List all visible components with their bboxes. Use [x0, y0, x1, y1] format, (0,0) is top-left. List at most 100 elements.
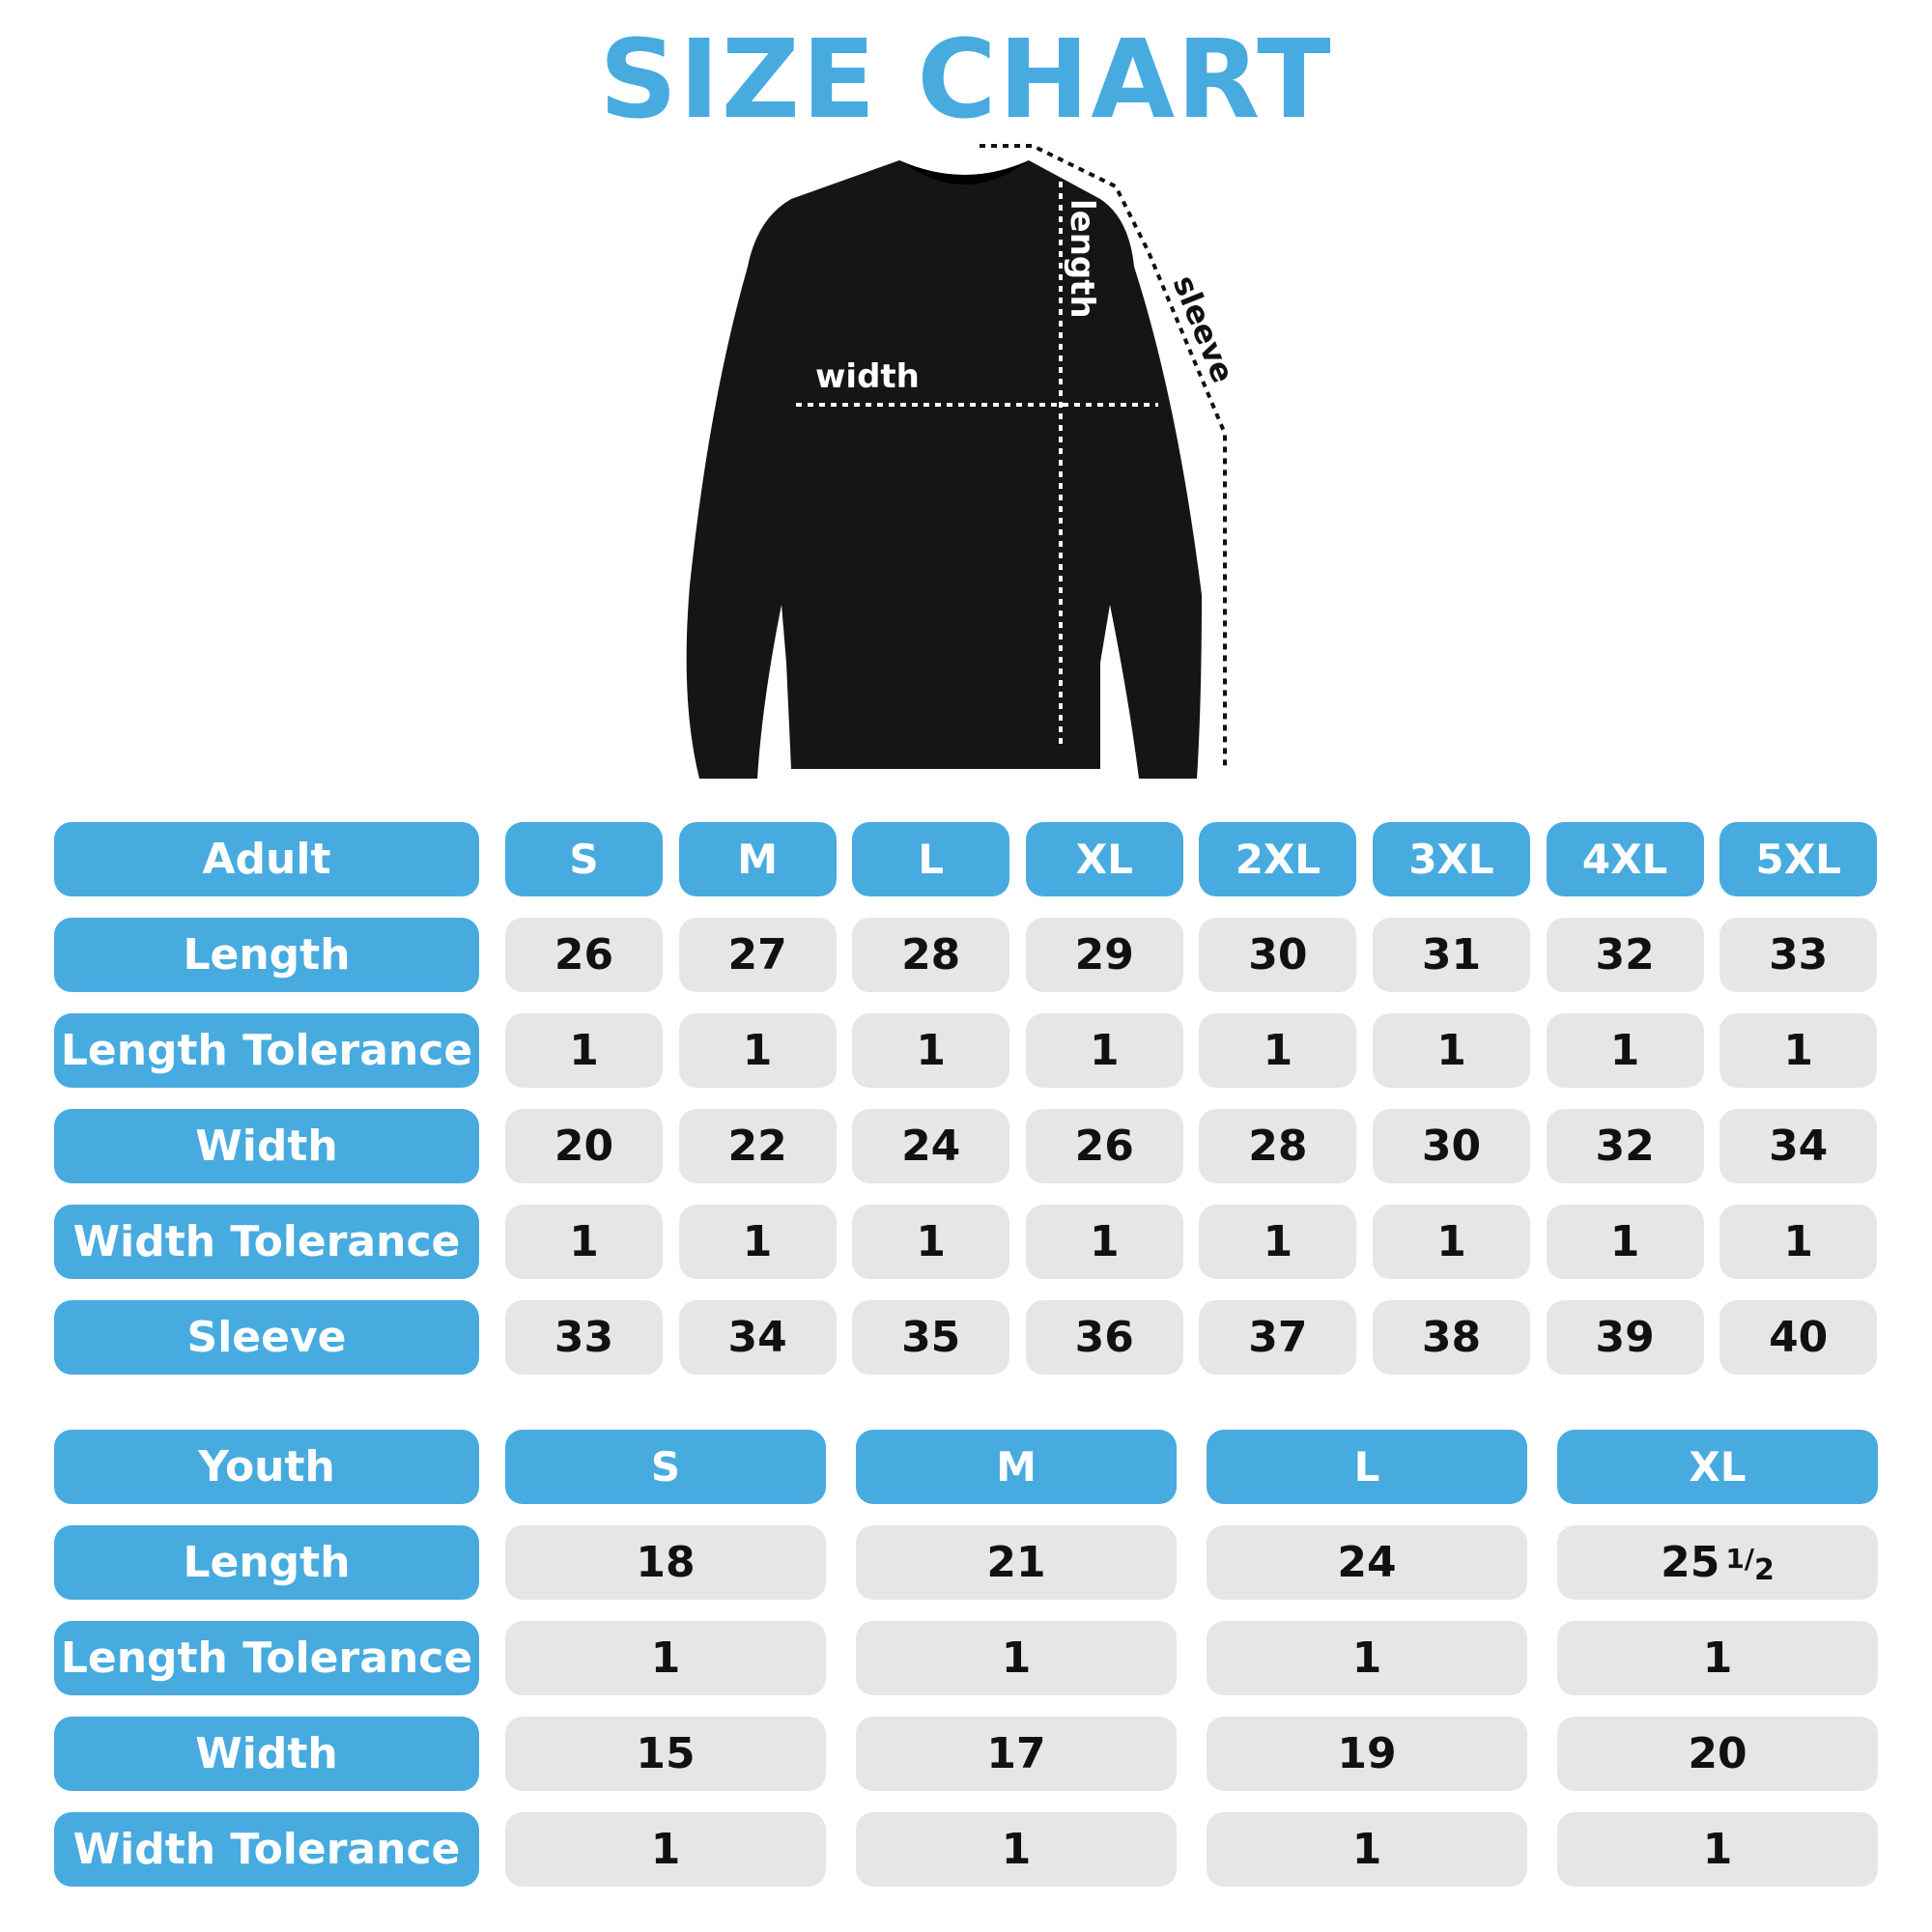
- adult-size-m: M: [678, 822, 837, 896]
- youth-row-label: Length Tolerance: [54, 1621, 479, 1695]
- adult-row-label-text: Length: [183, 930, 351, 980]
- youth-cell: 1: [1557, 1812, 1878, 1887]
- adult-size-m-text: M: [737, 836, 778, 883]
- adult-cell: 28: [852, 918, 1010, 992]
- adult-cell: 32: [1546, 918, 1704, 992]
- adult-cell: 35: [852, 1300, 1010, 1375]
- adult-cell-text: 20: [554, 1122, 614, 1171]
- adult-row-label: Width: [54, 1109, 479, 1183]
- adult-cell: 24: [852, 1109, 1010, 1183]
- youth-size-s: S: [505, 1430, 826, 1504]
- youth-cell: 21: [856, 1525, 1177, 1600]
- adult-cell: 1: [1546, 1013, 1704, 1088]
- adult-cell-text: 30: [1421, 1122, 1482, 1171]
- adult-cell-text: 22: [727, 1122, 787, 1171]
- adult-row-label: Width Tolerance: [54, 1205, 479, 1279]
- adult-cell: 1: [1025, 1013, 1183, 1088]
- youth-cell: 1: [505, 1812, 826, 1887]
- adult-cell-text: 34: [1769, 1122, 1829, 1171]
- adult-cell-text: 1: [569, 1026, 599, 1075]
- youth-cell-text: 1: [1702, 1634, 1733, 1683]
- adult-row-label-text: Width Tolerance: [72, 1217, 461, 1266]
- adult-cell: 29: [1025, 918, 1183, 992]
- youth-cell-text: 21: [986, 1538, 1046, 1587]
- adult-cell: 26: [1025, 1109, 1183, 1183]
- adult-cell-text: 24: [901, 1122, 961, 1171]
- youth-header-label: Youth: [54, 1430, 479, 1504]
- adult-cell: 36: [1025, 1300, 1183, 1375]
- adult-cell-text: 26: [1074, 1122, 1134, 1171]
- youth-cell-text: 1: [1001, 1825, 1032, 1874]
- youth-cell-text: 18: [636, 1538, 696, 1587]
- adult-cell: 40: [1719, 1300, 1878, 1375]
- youth-cell-text: 1: [1001, 1634, 1032, 1683]
- adult-cell-text: 26: [554, 930, 614, 980]
- adult-cell-text: 31: [1421, 930, 1482, 980]
- youth-cell-text: 15: [636, 1729, 696, 1778]
- adult-cell-text: 1: [742, 1026, 773, 1075]
- adult-row-label-text: Width: [195, 1122, 338, 1171]
- fraction-slash: /: [1744, 1543, 1755, 1575]
- adult-size-5xl: 5XL: [1719, 822, 1878, 896]
- adult-cell: 27: [678, 918, 837, 992]
- adult-header-label-text: Adult: [202, 835, 331, 884]
- sleeve-label: sleeve: [1166, 270, 1242, 388]
- adult-cell: 38: [1373, 1300, 1530, 1375]
- adult-cell: 34: [1719, 1109, 1878, 1183]
- adult-cell: 30: [1199, 918, 1357, 992]
- fraction-num: 1: [1725, 1543, 1745, 1575]
- adult-size-2xl-text: 2XL: [1235, 836, 1321, 883]
- adult-cell: 22: [678, 1109, 837, 1183]
- adult-cell: 1: [1199, 1205, 1357, 1279]
- adult-size-s-text: S: [569, 836, 599, 883]
- adult-cell: 1: [852, 1205, 1010, 1279]
- youth-row-label: Length: [54, 1525, 479, 1600]
- youth-cell-text: 1: [1702, 1825, 1733, 1874]
- width-label: width: [815, 357, 920, 396]
- youth-row-label: Width Tolerance: [54, 1812, 479, 1887]
- adult-cell-text: 37: [1248, 1313, 1308, 1362]
- adult-cell: 33: [1719, 918, 1878, 992]
- adult-cell: 28: [1199, 1109, 1357, 1183]
- youth-size-l-text: L: [1353, 1443, 1380, 1491]
- adult-cell: 1: [852, 1013, 1010, 1088]
- adult-size-l-text: L: [918, 836, 945, 883]
- youth-size-m: M: [856, 1430, 1177, 1504]
- adult-cell-text: 1: [1436, 1217, 1466, 1266]
- youth-cell-text: 1: [650, 1825, 681, 1874]
- youth-row-label-text: Width Tolerance: [72, 1825, 461, 1874]
- adult-cell-text: 1: [1089, 1217, 1120, 1266]
- adult-size-4xl-text: 4XL: [1581, 836, 1668, 883]
- youth-size-xl: XL: [1557, 1430, 1878, 1504]
- adult-size-4xl: 4XL: [1546, 822, 1704, 896]
- adult-cell: 33: [505, 1300, 663, 1375]
- length-label: length: [1063, 199, 1101, 319]
- youth-cell: 24: [1207, 1525, 1527, 1600]
- youth-cell-text: 1: [1351, 1825, 1382, 1874]
- adult-size-3xl: 3XL: [1373, 822, 1530, 896]
- youth-cell: 25 1/2: [1557, 1525, 1878, 1600]
- adult-cell-text: 39: [1595, 1313, 1655, 1362]
- adult-size-5xl-text: 5XL: [1755, 836, 1841, 883]
- adult-cell: 34: [678, 1300, 837, 1375]
- adult-size-3xl-text: 3XL: [1408, 836, 1494, 883]
- sweater-icon: [686, 160, 1202, 779]
- adult-row-label: Length: [54, 918, 479, 992]
- adult-cell-text: 1: [1783, 1217, 1813, 1266]
- fraction-half: 1/2: [1725, 1542, 1775, 1587]
- adult-cell-text: 35: [901, 1313, 961, 1362]
- youth-cell-text: 24: [1337, 1538, 1397, 1587]
- adult-cell: 1: [678, 1205, 837, 1279]
- youth-cell: 1: [505, 1621, 826, 1695]
- adult-cell: 1: [1199, 1013, 1357, 1088]
- page-title: SIZE CHART: [599, 17, 1333, 143]
- adult-cell-text: 32: [1595, 1122, 1655, 1171]
- youth-cell: 15: [505, 1717, 826, 1791]
- youth-row-label: Width: [54, 1717, 479, 1791]
- adult-cell: 1: [1719, 1013, 1878, 1088]
- youth-cell: 17: [856, 1717, 1177, 1791]
- adult-cell-text: 1: [1436, 1026, 1466, 1075]
- youth-cell-text: 17: [986, 1729, 1046, 1778]
- youth-cell: 1: [1207, 1812, 1527, 1887]
- youth-cell: 1: [1557, 1621, 1878, 1695]
